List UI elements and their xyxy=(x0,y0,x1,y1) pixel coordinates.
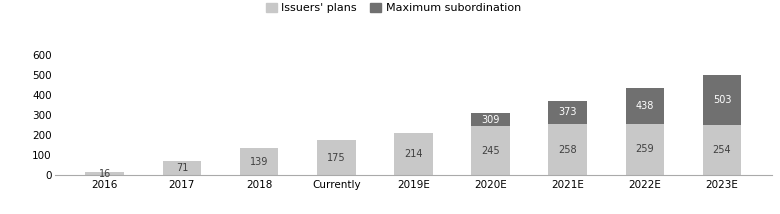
Bar xyxy=(703,74,741,125)
Text: 16: 16 xyxy=(98,169,111,179)
Text: 139: 139 xyxy=(250,156,268,166)
Text: 438: 438 xyxy=(636,101,654,111)
Bar xyxy=(548,101,587,124)
Text: 373: 373 xyxy=(558,107,577,117)
Text: 258: 258 xyxy=(558,145,577,155)
Text: 503: 503 xyxy=(713,95,732,105)
Legend: Issuers' plans, Maximum subordination: Issuers' plans, Maximum subordination xyxy=(261,0,525,18)
Bar xyxy=(703,125,741,175)
Bar xyxy=(548,124,587,175)
Text: 175: 175 xyxy=(327,153,346,163)
Bar xyxy=(239,148,278,175)
Text: 71: 71 xyxy=(176,163,188,173)
Bar xyxy=(162,161,201,175)
Text: 259: 259 xyxy=(636,144,654,155)
Bar xyxy=(317,140,356,175)
Text: 254: 254 xyxy=(713,145,732,155)
Bar xyxy=(86,172,124,175)
Bar xyxy=(471,126,510,175)
Bar xyxy=(394,132,433,175)
Bar xyxy=(471,113,510,126)
Text: 214: 214 xyxy=(404,149,423,159)
Text: 309: 309 xyxy=(481,115,500,125)
Bar xyxy=(626,123,665,175)
Bar xyxy=(626,88,665,123)
Text: 245: 245 xyxy=(481,146,500,156)
